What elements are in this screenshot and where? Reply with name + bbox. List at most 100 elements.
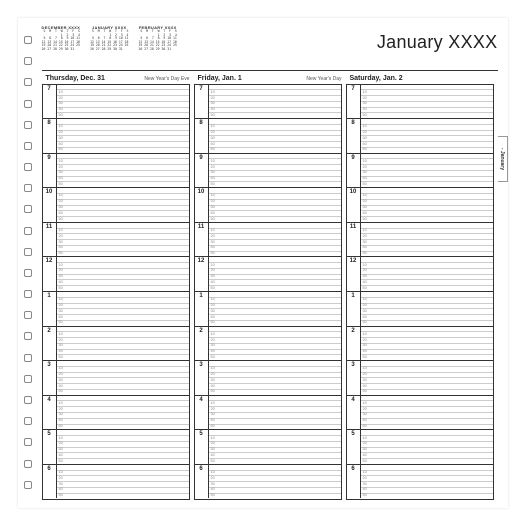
hour-block: 121020304050	[43, 257, 189, 292]
top-bar: DECEMBER XXXX S M T W T F S 1 2 3 4 5 6 …	[42, 26, 498, 68]
hour-label: 11	[43, 223, 57, 257]
hour-label: 3	[195, 361, 209, 395]
minute-slot[interactable]: 50	[361, 286, 493, 291]
hour-block: 91020304050	[347, 154, 493, 189]
binding-hole	[24, 78, 32, 86]
minute-slot[interactable]: 50	[361, 390, 493, 395]
hour-label: 10	[347, 188, 361, 222]
hour-block: 31020304050	[195, 361, 341, 396]
minute-slots: 1020304050	[57, 154, 189, 188]
minute-slot[interactable]: 50	[57, 425, 189, 430]
minute-slot[interactable]: 50	[209, 355, 341, 360]
hour-label: 10	[43, 188, 57, 222]
minute-slot[interactable]: 50	[209, 321, 341, 326]
minute-slot[interactable]: 50	[57, 252, 189, 257]
minute-slots: 1020304050	[361, 257, 493, 291]
minute-slots: 1020304050	[209, 223, 341, 257]
minute-slot[interactable]: 50	[361, 148, 493, 153]
minute-slot[interactable]: 50	[209, 286, 341, 291]
binding-holes	[18, 18, 38, 508]
hour-label: 6	[195, 465, 209, 499]
hour-block: 111020304050	[347, 223, 493, 258]
minute-slots: 1020304050	[209, 85, 341, 119]
minute-slot[interactable]: 50	[361, 113, 493, 118]
hour-block: 81020304050	[347, 119, 493, 154]
binding-hole	[24, 438, 32, 446]
minute-slot[interactable]: 50	[209, 113, 341, 118]
hour-label: 12	[195, 257, 209, 291]
day-note: New Year's Day	[306, 76, 341, 82]
page-content: DECEMBER XXXX S M T W T F S 1 2 3 4 5 6 …	[38, 18, 508, 508]
minute-slot[interactable]: 50	[57, 459, 189, 464]
hour-block: 21020304050	[195, 327, 341, 362]
hour-label: 7	[347, 85, 361, 119]
hour-label: 2	[347, 327, 361, 361]
hour-label: 4	[195, 396, 209, 430]
minute-slots: 1020304050	[57, 257, 189, 291]
hour-block: 41020304050	[43, 396, 189, 431]
minute-slot[interactable]: 50	[209, 148, 341, 153]
binding-hole	[24, 375, 32, 383]
minute-slot[interactable]: 50	[361, 252, 493, 257]
minute-slot[interactable]: 50	[57, 390, 189, 395]
mini-calendar-row: 26 27 28 29 30 31	[42, 48, 81, 52]
day-header: Friday, Jan. 1 New Year's Day	[194, 75, 346, 82]
minute-slot[interactable]: 50	[57, 321, 189, 326]
hour-block: 71020304050	[195, 85, 341, 120]
day-column: 7102030405081020304050910203040501010203…	[346, 84, 494, 500]
minute-slot[interactable]: 50	[361, 355, 493, 360]
minute-slot[interactable]: 50	[57, 113, 189, 118]
minute-slot[interactable]: 50	[57, 217, 189, 222]
minute-slots: 1020304050	[361, 396, 493, 430]
minute-slot[interactable]: 50	[361, 459, 493, 464]
hour-block: 31020304050	[347, 361, 493, 396]
hour-label: 3	[43, 361, 57, 395]
minute-slot[interactable]: 50	[361, 217, 493, 222]
mini-calendar-row: 26 27 28 29 30 31	[90, 48, 128, 52]
minute-slots: 1020304050	[209, 465, 341, 499]
minute-slot[interactable]: 50	[209, 494, 341, 499]
minute-slots: 1020304050	[361, 154, 493, 188]
minute-slots: 1020304050	[209, 188, 341, 222]
minute-slot[interactable]: 50	[209, 217, 341, 222]
hour-label: 8	[43, 119, 57, 153]
hour-block: 51020304050	[195, 430, 341, 465]
hour-block: 101020304050	[347, 188, 493, 223]
hour-block: 81020304050	[43, 119, 189, 154]
minute-slots: 1020304050	[57, 465, 189, 499]
hour-label: 10	[195, 188, 209, 222]
minute-slot[interactable]: 50	[361, 182, 493, 187]
day-name: Saturday, Jan. 2	[350, 75, 403, 82]
minute-slot[interactable]: 50	[57, 182, 189, 187]
minute-slots: 1020304050	[57, 396, 189, 430]
minute-slot[interactable]: 50	[209, 390, 341, 395]
hour-label: 8	[195, 119, 209, 153]
minute-slots: 1020304050	[57, 223, 189, 257]
minute-slot[interactable]: 50	[209, 459, 341, 464]
minute-slot[interactable]: 50	[57, 148, 189, 153]
minute-slot[interactable]: 50	[361, 494, 493, 499]
binding-hole	[24, 417, 32, 425]
binding-hole	[24, 332, 32, 340]
minute-slot[interactable]: 50	[57, 286, 189, 291]
minute-slot[interactable]: 50	[57, 494, 189, 499]
minute-slot[interactable]: 50	[361, 321, 493, 326]
day-name: Friday, Jan. 1	[198, 75, 242, 82]
planner-page: DECEMBER XXXX S M T W T F S 1 2 3 4 5 6 …	[18, 18, 508, 508]
hour-block: 91020304050	[195, 154, 341, 189]
minute-slots: 1020304050	[361, 188, 493, 222]
day-note: New Year's Day Eve	[144, 76, 189, 82]
minute-slots: 1020304050	[361, 85, 493, 119]
minute-slot[interactable]: 50	[209, 425, 341, 430]
day-name: Thursday, Dec. 31	[46, 75, 105, 82]
minute-slot[interactable]: 50	[209, 252, 341, 257]
hour-block: 61020304050	[347, 465, 493, 499]
minute-slot[interactable]: 50	[57, 355, 189, 360]
hour-label: 12	[43, 257, 57, 291]
minute-slot[interactable]: 50	[209, 182, 341, 187]
minute-slots: 1020304050	[209, 154, 341, 188]
hour-label: 2	[43, 327, 57, 361]
hour-block: 71020304050	[347, 85, 493, 120]
hour-label: 2	[195, 327, 209, 361]
minute-slot[interactable]: 50	[361, 425, 493, 430]
